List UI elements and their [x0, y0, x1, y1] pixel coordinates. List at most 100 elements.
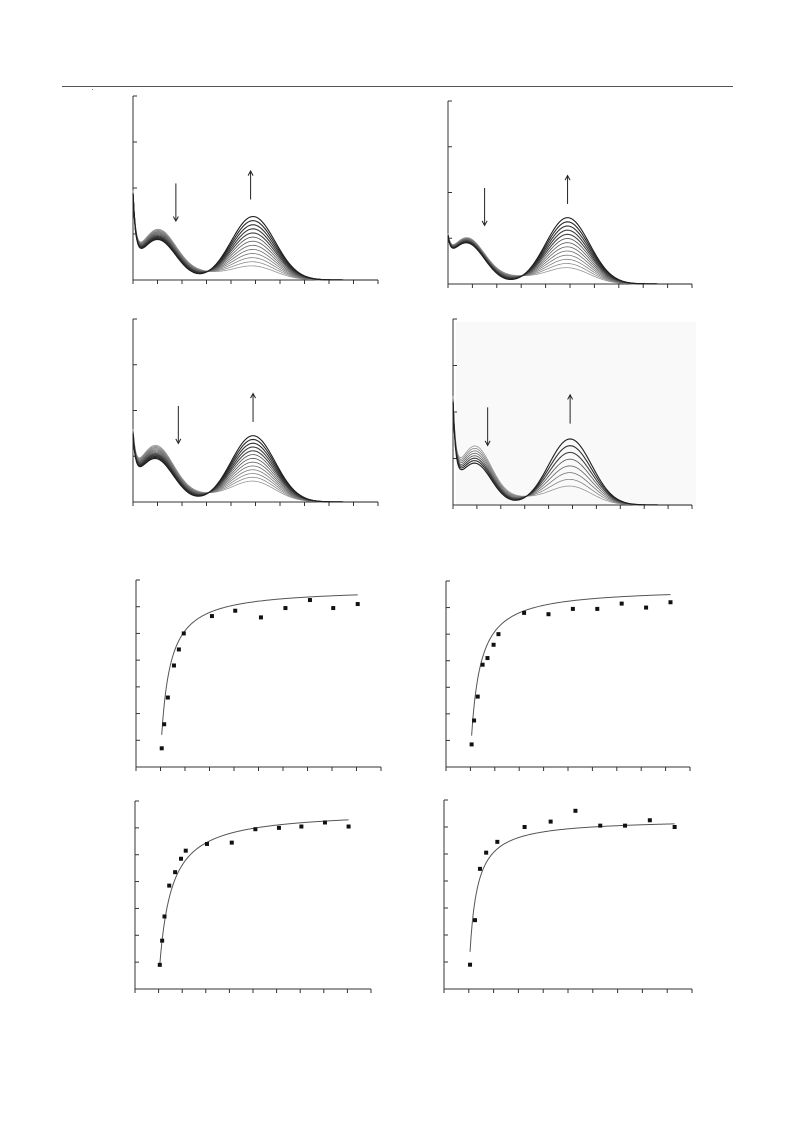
data-point: [162, 722, 167, 727]
data-point: [619, 601, 624, 606]
data-point: [477, 866, 482, 871]
data-point: [672, 825, 677, 829]
data-point: [183, 848, 188, 853]
data-point: [157, 962, 162, 967]
data-point: [165, 695, 170, 700]
data-point: [181, 631, 186, 636]
arrow-up-icon: [567, 393, 574, 424]
data-point: [496, 632, 501, 637]
data-point: [299, 824, 304, 829]
spectrum-series: [132, 191, 378, 281]
binding-chart-top-left: [135, 579, 382, 773]
data-point: [548, 819, 553, 824]
fit-curve: [161, 594, 358, 735]
data-point: [573, 808, 578, 813]
fit-curve: [159, 819, 349, 966]
spectra-chart-middle-right: [452, 318, 693, 511]
spectrum-series: [132, 190, 378, 281]
data-point: [491, 642, 496, 647]
data-point: [570, 606, 575, 611]
data-point: [485, 656, 490, 661]
fit-curve: [469, 823, 675, 952]
spectrum-series: [447, 221, 692, 285]
chart-svg: [447, 100, 693, 288]
data-point: [546, 612, 551, 617]
arrow-down-icon: [175, 405, 182, 445]
data-point: [167, 883, 172, 888]
binding-chart-lower-left: [134, 800, 372, 995]
data-point: [204, 841, 209, 846]
arrow-down-icon: [484, 407, 491, 447]
data-point: [171, 663, 176, 668]
fit-curve: [471, 594, 671, 736]
chart-svg: [132, 318, 379, 506]
spectrum-series: [452, 402, 692, 506]
stray-mark: [92, 89, 93, 90]
data-point: [647, 818, 652, 823]
spectrum-series: [452, 397, 692, 506]
data-point: [484, 850, 489, 855]
data-point: [480, 662, 485, 667]
chart-svg: [132, 95, 379, 284]
data-point: [331, 606, 336, 611]
data-point: [258, 615, 263, 620]
spectrum-series: [132, 192, 378, 281]
spectrum-series: [452, 395, 692, 506]
data-point: [307, 598, 312, 603]
data-point: [473, 918, 477, 923]
data-point: [253, 827, 258, 832]
data-point: [355, 602, 360, 607]
data-point: [468, 962, 473, 967]
spectrum-series: [132, 435, 378, 503]
binding-chart-top-right: [445, 580, 691, 773]
spectrum-series: [132, 192, 378, 281]
arrow-up-icon: [564, 174, 571, 204]
spectrum-series: [447, 229, 692, 285]
chart-svg: [452, 318, 693, 509]
arrow-down-icon: [172, 183, 179, 223]
spectrum-series: [132, 190, 378, 281]
spectra-chart-top-right: [447, 100, 693, 290]
data-point: [160, 938, 165, 943]
data-point: [159, 746, 164, 751]
spectra-chart-middle-left: [132, 318, 379, 508]
data-point: [475, 694, 480, 699]
data-point: [623, 823, 628, 828]
data-point: [522, 610, 527, 615]
chart-svg: [135, 579, 382, 771]
spectra-chart-top-left: [132, 95, 379, 286]
data-point: [522, 825, 527, 829]
data-point: [472, 718, 477, 723]
spectrum-series: [132, 191, 378, 281]
spectrum-series: [132, 193, 378, 281]
data-point: [209, 614, 214, 619]
data-point: [346, 824, 351, 829]
spectrum-series: [132, 193, 378, 281]
chart-svg: [134, 800, 372, 993]
data-point: [173, 870, 178, 875]
spectrum-series: [452, 401, 692, 506]
data-point: [668, 600, 673, 605]
arrow-down-icon: [481, 187, 488, 227]
spectrum-series: [132, 192, 378, 281]
data-point: [469, 742, 474, 747]
data-point: [233, 608, 238, 613]
chart-svg: [445, 580, 691, 771]
spectrum-series: [447, 217, 692, 285]
data-point: [495, 839, 500, 844]
spectrum-series: [132, 193, 378, 281]
data-point: [644, 605, 649, 610]
arrow-up-icon: [247, 169, 254, 200]
data-point: [176, 647, 181, 652]
spectrum-series: [132, 191, 378, 281]
data-point: [162, 914, 167, 919]
data-point: [229, 840, 234, 845]
chart-svg: [443, 799, 693, 993]
spectrum-series: [452, 398, 692, 506]
spectrum-series: [132, 434, 378, 503]
spectrum-series: [452, 396, 692, 506]
data-point: [283, 606, 288, 611]
arrow-up-icon: [250, 392, 256, 422]
spectrum-series: [452, 400, 692, 506]
binding-chart-lower-right: [443, 799, 693, 995]
